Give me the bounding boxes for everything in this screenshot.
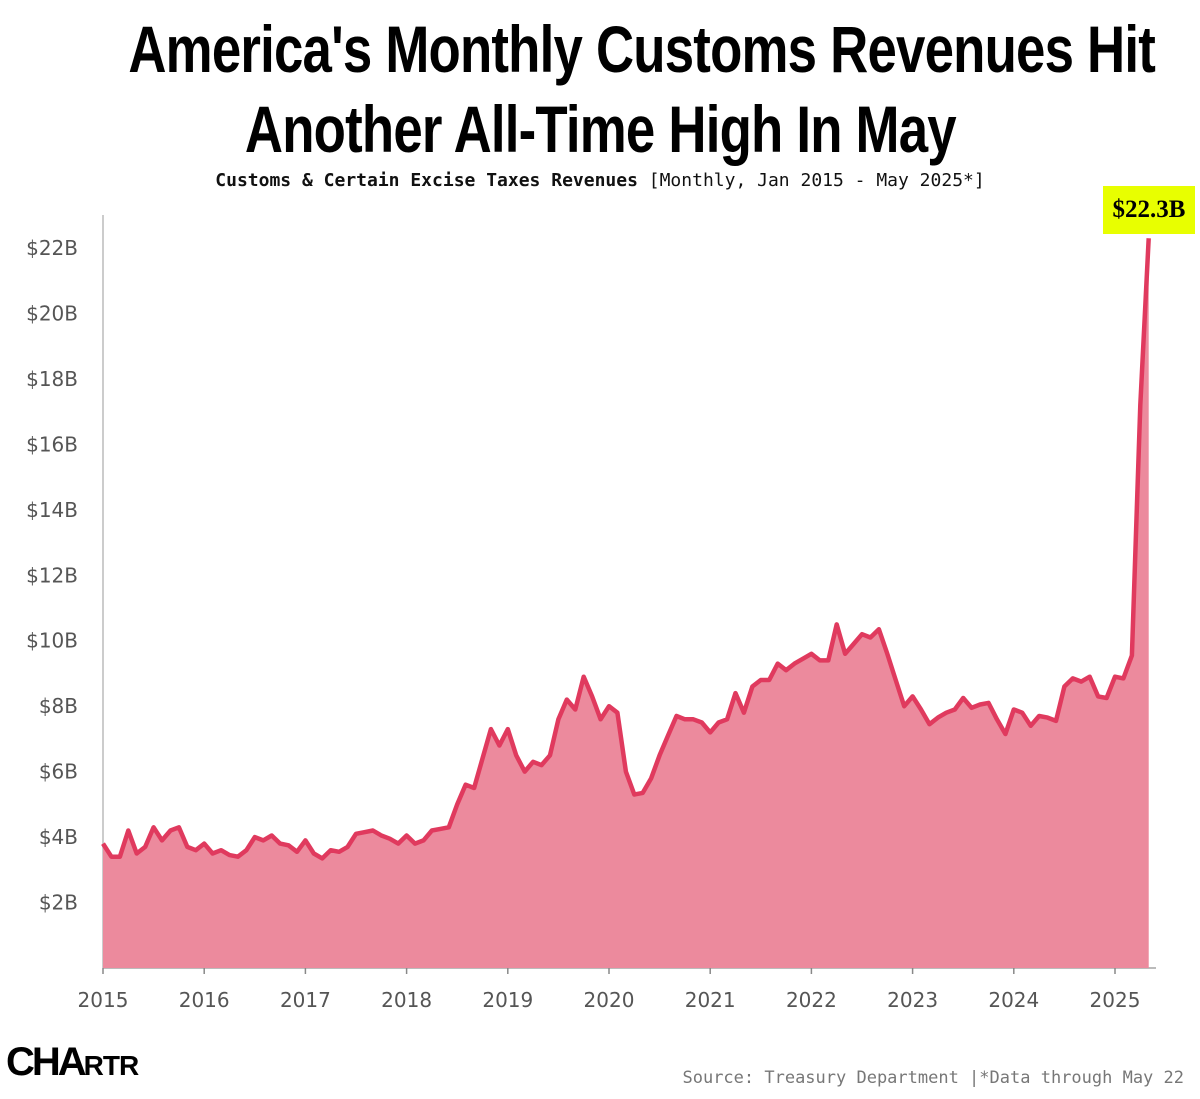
- y-tick-label: $2B: [39, 891, 78, 915]
- y-tick-label: $18B: [26, 367, 78, 391]
- revenue-line: [101, 238, 1151, 861]
- x-tick-label: 2019: [482, 988, 533, 1012]
- x-tick-label: 2018: [381, 988, 432, 1012]
- x-tick-label: 2025: [1090, 988, 1141, 1012]
- x-axis: 2015 2016 2017 2018 2019 2020 2021 2022 2023 2024…: [78, 967, 1156, 1012]
- subtitle-bold: Customs & Certain Excise Taxes Revenues: [215, 170, 638, 191]
- plot-area: [101, 238, 1151, 968]
- y-tick-label: $16B: [26, 432, 78, 456]
- chart-title-line-2: Another All-Time High In May: [244, 92, 957, 166]
- source-note: Source: Treasury Department |*Data throu…: [682, 1068, 1184, 1088]
- chart-title-line-1: America's Monthly Customs Revenues Hit: [128, 12, 1156, 86]
- x-tick-label: 2020: [584, 988, 635, 1012]
- subtitle-range: [Monthly, Jan 2015 - May 2025*]: [637, 170, 985, 191]
- y-tick-label: $22B: [26, 236, 78, 260]
- y-tick-label: $10B: [26, 629, 78, 653]
- y-tick-label: $12B: [26, 563, 78, 587]
- peak-value-callout: $22.3B: [1103, 186, 1195, 234]
- chartr-logo: CHARTR: [6, 1040, 139, 1084]
- y-tick-label: $4B: [39, 825, 78, 849]
- y-axis: $2B $4B $6B $8B $10B $12B $14B $16B $18B $20B $22B: [26, 215, 104, 968]
- y-tick-label: $20B: [26, 301, 78, 325]
- x-tick-label: 2022: [786, 988, 837, 1012]
- x-tick-label: 2015: [78, 988, 129, 1012]
- y-tick-label: $8B: [39, 694, 78, 718]
- chart-subtitle: Customs & Certain Excise Taxes Revenues …: [0, 170, 1200, 191]
- x-tick-label: 2024: [988, 988, 1039, 1012]
- revenue-area-fill: [103, 238, 1149, 968]
- y-tick-label: $14B: [26, 498, 78, 522]
- x-tick-label: 2023: [887, 988, 938, 1012]
- y-tick-label: $6B: [39, 760, 78, 784]
- x-tick-label: 2021: [685, 988, 736, 1012]
- x-tick-label: 2016: [179, 988, 230, 1012]
- x-tick-label: 2017: [280, 988, 331, 1012]
